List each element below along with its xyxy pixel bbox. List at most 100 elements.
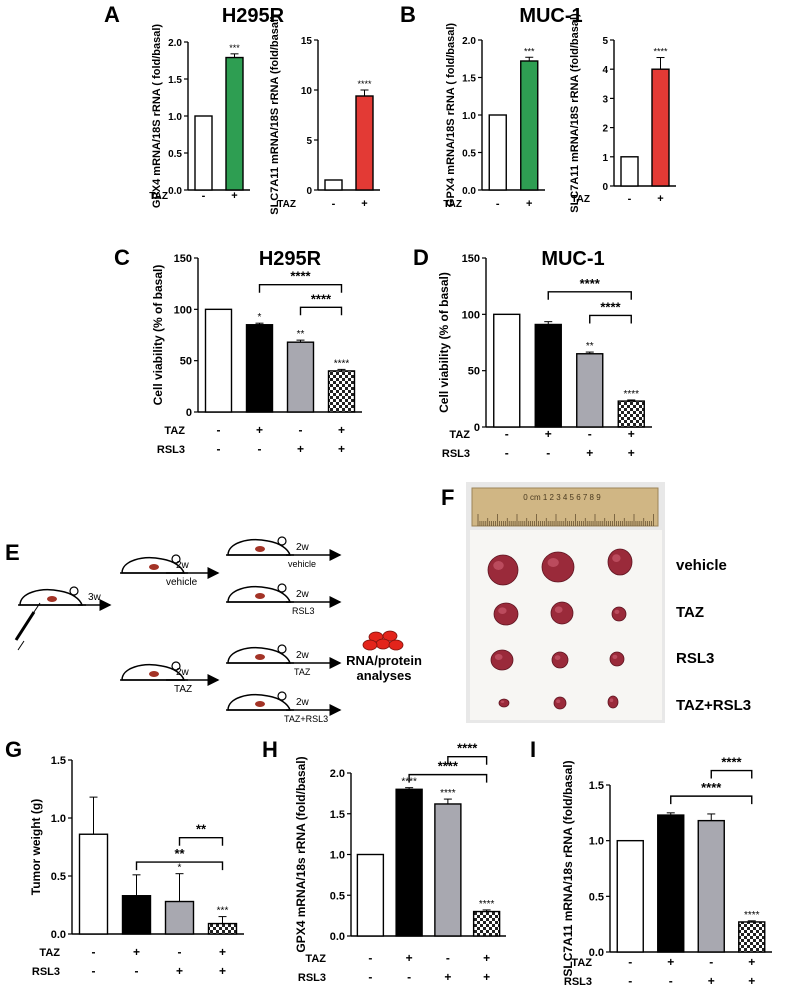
panel-letter-F: F — [441, 485, 454, 510]
treatment-symbol: + — [483, 970, 490, 984]
bracket-label: **** — [721, 755, 742, 770]
y-axis-label: Cell viability (% of basal) — [151, 265, 165, 406]
chart-b2: 0 1 2 3 4 5 SLC7A11 mRNA/18S rRNA (fold/basal)… — [569, 13, 676, 213]
treatment-row-label: TAZ — [443, 199, 462, 210]
y-tick-label: 0.5 — [589, 891, 604, 903]
significance-label: **** — [653, 47, 668, 57]
treatment-symbol: - — [92, 964, 96, 978]
chart-a2: 0 5 10 15 SLC7A11 mRNA/18S rRNA (fold/basal)… — [269, 15, 380, 215]
y-tick-label: 1.5 — [168, 75, 182, 86]
ruler-ticks — [477, 514, 654, 526]
y-tick-label: 3 — [602, 94, 608, 105]
significance-label: ** — [297, 329, 305, 340]
photo-row-label: TAZ — [676, 604, 704, 621]
treatment-symbol: + — [219, 945, 226, 959]
treatment-symbol: + — [176, 964, 183, 978]
treatment-row-label: RSL3 — [442, 448, 470, 460]
bar — [493, 313, 521, 428]
panel-letter-H: H — [262, 737, 278, 762]
bracket-label: **** — [290, 269, 311, 284]
y-axis-label: SLC7A11 mRNA/18S rRNA (fold/basal) — [569, 13, 581, 213]
y-tick-label: 4 — [602, 65, 608, 76]
y-axis-label: GPX4 mRNA/18S rRNA ( fold/basal) — [151, 24, 163, 209]
tumor-highlight — [547, 558, 559, 567]
timeline-label: 2w — [296, 697, 310, 708]
bar — [651, 68, 670, 187]
treatment-symbol: - — [135, 964, 139, 978]
ruler-label: 0 cm 1 2 3 4 5 6 7 8 9 — [523, 493, 601, 502]
treatment-symbol: + — [297, 442, 304, 456]
treatment-label: TAZ — [174, 684, 192, 695]
timeline-label: 3w — [88, 592, 102, 603]
significance-label: **** — [623, 389, 639, 400]
y-tick-label: 1.5 — [330, 809, 345, 821]
bracket-label: **** — [311, 291, 332, 306]
treatment-symbol: - — [546, 446, 550, 460]
significance-label: *** — [524, 46, 535, 56]
y-tick-label: 1.0 — [330, 850, 345, 862]
tumor-highlight — [498, 607, 507, 614]
treatment-label: vehicle — [288, 559, 316, 569]
significance-label: **** — [440, 788, 456, 799]
timeline-label: 2w — [296, 650, 310, 661]
bar — [121, 895, 152, 935]
treatment-row-label: TAZ — [449, 429, 470, 441]
panel-title-C: H295R — [259, 248, 322, 270]
treatment-row-label: TAZ — [277, 199, 296, 210]
significance-bracket — [547, 291, 632, 300]
treatment-symbol: - — [217, 442, 221, 456]
y-tick-label: 150 — [174, 253, 192, 265]
chart-i: 0.0 0.5 1.0 1.5 SLC7A11 mRNA/18s rRNA (fold/… — [561, 755, 772, 988]
tumor-highlight — [554, 655, 561, 660]
significance-label: *** — [229, 43, 240, 53]
experiment-schematic: 3w 2w vehicle 2w TAZ 2w vehicle — [14, 536, 422, 724]
significance-label: *** — [217, 906, 229, 917]
panel-letter-B: B — [400, 2, 416, 27]
significance-bracket — [178, 837, 224, 846]
significance-bracket — [408, 773, 488, 783]
tumor-highlight — [609, 698, 614, 702]
timeline-label: 2w — [176, 560, 190, 571]
tumor-sample — [487, 554, 519, 586]
tumor-sample — [607, 695, 619, 709]
analysis-label-line2: analyses — [357, 668, 412, 683]
significance-bracket — [135, 861, 224, 871]
significance-bracket — [589, 314, 632, 324]
y-tick-label: 0.5 — [330, 890, 345, 902]
bar — [520, 60, 539, 191]
tumor-sample — [553, 696, 567, 710]
treatment-row-label: RSL3 — [32, 966, 60, 978]
mouse-icon — [18, 586, 86, 606]
significance-label: * — [178, 863, 182, 874]
treatment-symbol: + — [545, 427, 552, 441]
bar — [616, 839, 644, 953]
bar — [576, 353, 604, 428]
bar — [534, 323, 562, 428]
bar — [488, 114, 507, 191]
y-axis-label: Cell viability (% of basal) — [437, 272, 451, 413]
bar — [78, 833, 109, 935]
bar — [620, 156, 639, 187]
y-tick-label: 2.0 — [330, 768, 345, 780]
treatment-row-label: TAZ — [164, 425, 185, 437]
treatment-symbol: - — [407, 970, 411, 984]
bar — [207, 922, 238, 935]
treatment-symbol: - — [202, 190, 206, 202]
tumors — [487, 548, 633, 710]
treatment-symbol: + — [406, 951, 413, 965]
y-tick-label: 1.0 — [589, 836, 604, 848]
tumor-highlight — [556, 699, 561, 703]
tumor-sample — [541, 551, 575, 583]
treatment-row-label: TAZ — [305, 953, 326, 965]
bar — [225, 56, 244, 191]
syringe-icon — [14, 602, 41, 651]
y-tick-label: 0.5 — [462, 149, 476, 160]
treatment-symbol: + — [586, 446, 593, 460]
treatment-row-label: TAZ — [39, 947, 60, 959]
treatment-symbol: - — [628, 955, 632, 969]
y-axis-label: GPX4 mRNA/18s rRNA (fold/basal) — [294, 756, 308, 952]
